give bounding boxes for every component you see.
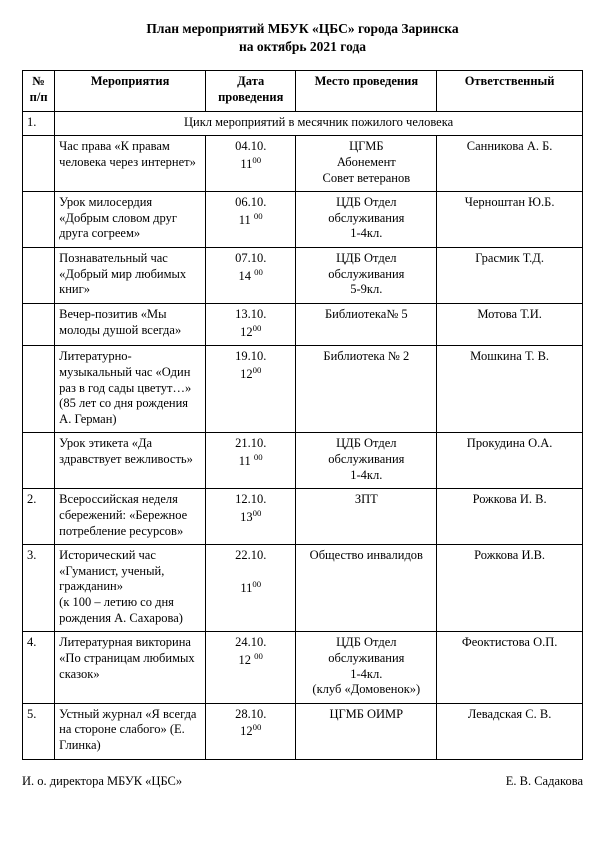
table-row: Вечер-позитив «Мы молоды душой всегда»13… — [23, 303, 583, 345]
document-title: План мероприятий МБУК «ЦБС» города Зарин… — [22, 20, 583, 56]
cell-resp: Черноштан Ю.Б. — [437, 192, 583, 248]
col-date: Дата проведения — [205, 71, 295, 111]
cell-event: Час права «К правам человека через интер… — [55, 136, 206, 192]
cell-resp: Феоктистова О.П. — [437, 632, 583, 704]
cell-resp: Мошкина Т. В. — [437, 346, 583, 433]
cell-date: 06.10.11 00 — [205, 192, 295, 248]
title-line-2: на октябрь 2021 года — [239, 39, 366, 54]
cell-date: 28.10.1200 — [205, 703, 295, 759]
col-place: Место проведения — [296, 71, 437, 111]
cell-event: Всероссийская неделя сбережений: «Бережн… — [55, 489, 206, 545]
cell-place: Библиотека№ 5 — [296, 303, 437, 345]
cell-event: Литературно-музыкальный час «Один раз в … — [55, 346, 206, 433]
cell-num — [23, 248, 55, 304]
table-row: Литературно-музыкальный час «Один раз в … — [23, 346, 583, 433]
cell-date: 22.10. 1100 — [205, 545, 295, 632]
cell-num — [23, 303, 55, 345]
section-num: 1. — [23, 111, 55, 136]
cell-place: ЦДБ Отдел обслуживания5-9кл. — [296, 248, 437, 304]
cell-resp: Грасмик Т.Д. — [437, 248, 583, 304]
cell-num: 5. — [23, 703, 55, 759]
cell-date: 13.10.1200 — [205, 303, 295, 345]
table-header-row: № п/п Мероприятия Дата проведения Место … — [23, 71, 583, 111]
title-line-1: План мероприятий МБУК «ЦБС» города Зарин… — [146, 21, 458, 36]
cell-num: 4. — [23, 632, 55, 704]
cell-date: 24.10.12 00 — [205, 632, 295, 704]
table-row: 5.Устный журнал «Я всегда на стороне сла… — [23, 703, 583, 759]
cell-event: Литературная викторина «По страницам люб… — [55, 632, 206, 704]
col-event: Мероприятия — [55, 71, 206, 111]
cell-date: 07.10.14 00 — [205, 248, 295, 304]
cell-place: ЦДБ Отдел обслуживания1-4кл.(клуб «Домов… — [296, 632, 437, 704]
cell-date: 04.10.1100 — [205, 136, 295, 192]
cell-resp: Прокудина О.А. — [437, 433, 583, 489]
cell-num: 3. — [23, 545, 55, 632]
cell-resp: Мотова Т.И. — [437, 303, 583, 345]
cell-num — [23, 192, 55, 248]
cell-date: 19.10.1200 — [205, 346, 295, 433]
cell-num — [23, 346, 55, 433]
cell-num — [23, 433, 55, 489]
cell-place: ЦГМБ ОИМР — [296, 703, 437, 759]
col-resp: Ответственный — [437, 71, 583, 111]
table-body: 1.Цикл мероприятий в месячник пожилого ч… — [23, 111, 583, 759]
cell-resp: Рожкова И.В. — [437, 545, 583, 632]
cell-date: 12.10.1300 — [205, 489, 295, 545]
cell-event: Устный журнал «Я всегда на стороне слабо… — [55, 703, 206, 759]
table-row: Урок милосердия «Добрым словом друг друг… — [23, 192, 583, 248]
cell-num — [23, 136, 55, 192]
footer-right: Е. В. Садакова — [506, 774, 583, 789]
cell-place: ЦГМБАбонементСовет ветеранов — [296, 136, 437, 192]
section-header-row: 1.Цикл мероприятий в месячник пожилого ч… — [23, 111, 583, 136]
cell-num: 2. — [23, 489, 55, 545]
cell-resp: Левадская С. В. — [437, 703, 583, 759]
table-row: Час права «К правам человека через интер… — [23, 136, 583, 192]
cell-place: Общество инвалидов — [296, 545, 437, 632]
table-row: 2.Всероссийская неделя сбережений: «Бере… — [23, 489, 583, 545]
cell-place: ЗПТ — [296, 489, 437, 545]
table-row: 3.Исторический час «Гуманист, ученый, гр… — [23, 545, 583, 632]
table-row: 4.Литературная викторина «По страницам л… — [23, 632, 583, 704]
cell-event: Урок этикета «Да здравствует вежливость» — [55, 433, 206, 489]
cell-place: Библиотека № 2 — [296, 346, 437, 433]
cell-resp: Рожкова И. В. — [437, 489, 583, 545]
cell-event: Вечер-позитив «Мы молоды душой всегда» — [55, 303, 206, 345]
section-title: Цикл мероприятий в месячник пожилого чел… — [55, 111, 583, 136]
plan-table: № п/п Мероприятия Дата проведения Место … — [22, 70, 583, 759]
footer: И. о. директора МБУК «ЦБС» Е. В. Садаков… — [22, 774, 583, 789]
cell-event: Познавательный час «Добрый мир любимых к… — [55, 248, 206, 304]
col-num: № п/п — [23, 71, 55, 111]
cell-event: Исторический час «Гуманист, ученый, граж… — [55, 545, 206, 632]
table-row: Урок этикета «Да здравствует вежливость»… — [23, 433, 583, 489]
cell-date: 21.10.11 00 — [205, 433, 295, 489]
cell-event: Урок милосердия «Добрым словом друг друг… — [55, 192, 206, 248]
footer-left: И. о. директора МБУК «ЦБС» — [22, 774, 182, 789]
table-row: Познавательный час «Добрый мир любимых к… — [23, 248, 583, 304]
cell-place: ЦДБ Отдел обслуживания1-4кл. — [296, 192, 437, 248]
cell-place: ЦДБ Отдел обслуживания1-4кл. — [296, 433, 437, 489]
cell-resp: Санникова А. Б. — [437, 136, 583, 192]
